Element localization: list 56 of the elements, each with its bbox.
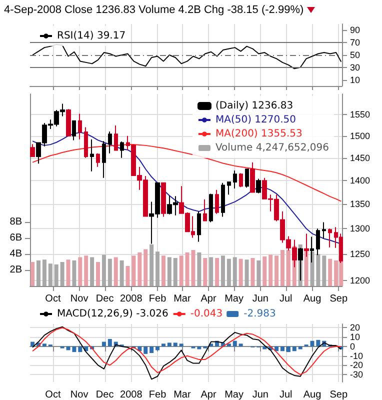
y-tick-label: -20: [350, 360, 364, 370]
x-tick-label: Oct: [45, 294, 61, 304]
x-tick-label: Aug: [303, 390, 322, 400]
legend-label: MA(200) 1355.53: [215, 128, 302, 140]
x-tick-label: 2008: [120, 390, 143, 400]
legend-label: RSI(14) 39.17: [57, 30, 126, 42]
x-tick-label: Mar: [174, 294, 192, 304]
x-tick-label: Oct: [45, 390, 61, 400]
x-tick-label: Jul: [279, 390, 292, 400]
y-tick-label: 1300: [350, 224, 370, 234]
y-tick-label: 1450: [350, 152, 370, 163]
x-tick-label: Sep: [330, 390, 348, 400]
x-tick-label: Mar: [174, 390, 192, 400]
y-tick-label: 1250: [350, 249, 370, 260]
x-tick-label: Dec: [96, 294, 114, 304]
y-tick-label: -30: [350, 370, 364, 380]
y2-tick-label: 6B: [10, 232, 22, 244]
y-tick-label: 90: [350, 25, 360, 36]
y-tick-label: 10: [350, 74, 360, 85]
y2-tick-label: 2B: [10, 264, 22, 276]
x-tick-label: Jun: [252, 390, 268, 400]
y-tick-label: 0: [350, 341, 356, 352]
y-tick-label: 1200: [350, 276, 370, 286]
y-tick-label: 50: [350, 50, 360, 60]
x-tick-label: Sep: [330, 294, 348, 304]
y2-tick-label: 8B: [10, 216, 22, 228]
legend-label: MACD(12,26,9) -3.026: [57, 308, 168, 320]
x-tick-label: Jun: [252, 294, 268, 304]
legend-label: Volume 4,247,652,096: [215, 142, 329, 154]
legend-label: (Daily) 1236.83: [215, 100, 294, 112]
x-tick-label: May: [224, 390, 244, 400]
x-tick-label: May: [224, 294, 244, 304]
y-tick-label: 30: [350, 62, 360, 72]
x-tick-label: Aug: [303, 294, 322, 304]
y-tick-label: -10: [350, 350, 364, 361]
y-tick-label: 1500: [350, 130, 370, 141]
y-tick-label: 10: [350, 332, 360, 342]
x-tick-label: Nov: [70, 294, 88, 304]
x-tick-label: Jul: [279, 294, 292, 304]
x-tick-label: Apr: [200, 294, 217, 304]
x-tick-label: Dec: [96, 390, 114, 400]
legend-label: -2.983: [244, 308, 276, 320]
legend-label: -0.043: [190, 308, 223, 320]
x-tick-label: Feb: [148, 294, 167, 304]
y-tick-label: 20: [350, 322, 360, 333]
x-tick-label: 2008: [120, 294, 143, 304]
chart-subtitle: 4-Sep-2008 Close 1236.83 Volume 4.2B Chg -38.15 (-2.99%): [4, 4, 304, 16]
y-tick-label: 1550: [350, 110, 370, 120]
x-tick-label: Apr: [200, 390, 217, 400]
x-tick-label: Feb: [148, 390, 167, 400]
y-tick-label: 70: [350, 38, 360, 48]
y2-tick-label: 4B: [10, 248, 22, 260]
x-tick-label: Nov: [70, 390, 88, 400]
legend-label: MA(50) 1270.50: [215, 114, 296, 126]
y-tick-label: 1350: [350, 199, 370, 210]
y-tick-label: 1400: [350, 176, 370, 186]
